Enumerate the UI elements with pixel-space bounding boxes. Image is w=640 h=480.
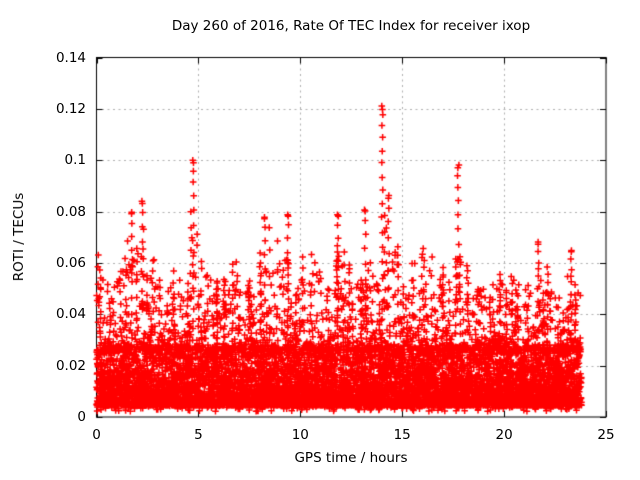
chart-title: Day 260 of 2016, Rate Of TEC Index for r… [171, 18, 531, 34]
y-tick-label: 0 [77, 409, 86, 425]
y-tick-label: 0.1 [64, 152, 86, 169]
y-tick-label: 0.04 [55, 306, 86, 323]
x-tick-label: 0 [92, 427, 101, 443]
y-tick-label: 0.02 [55, 357, 86, 374]
x-tick-label: 25 [597, 427, 615, 443]
x-axis-title: GPS time / hours [294, 450, 408, 466]
y-tick-label: 0.08 [55, 203, 86, 220]
y-tick-label: 0.14 [55, 49, 86, 66]
y-tick-label: 0.12 [55, 100, 86, 117]
x-tick-label: 15 [393, 427, 411, 443]
y-tick-label: 0.06 [55, 254, 86, 271]
x-tick-label: 20 [495, 427, 513, 443]
x-tick-label: 10 [291, 427, 309, 443]
x-tick-label: 5 [194, 427, 203, 443]
